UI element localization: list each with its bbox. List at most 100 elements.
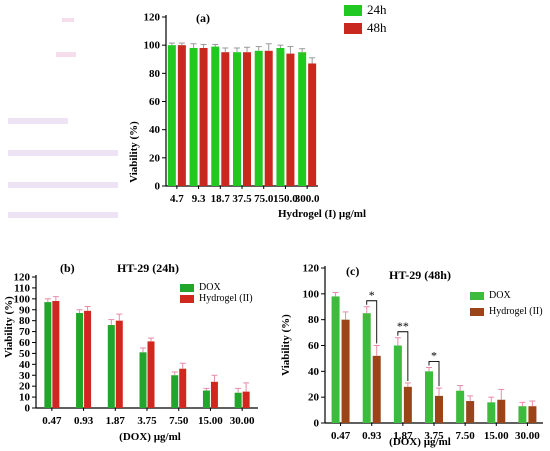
panel-b-y-tick-label: 120 [14, 272, 31, 284]
panel-c-y-tick-label: 40 [308, 366, 320, 378]
panel-c-bar-dox-2 [393, 345, 402, 423]
panel-b-bar-hydrogel-ii--3 [147, 341, 155, 408]
panel-b-bar-dox-5 [202, 390, 210, 408]
panel-c-legend-label: Hydrogel (II) [489, 306, 543, 317]
panel-a-x-tick-label: 300.0 [295, 193, 320, 205]
panel-b-x-tick-label: 30.00 [230, 415, 255, 427]
panel-b-bar-dox-4 [171, 375, 179, 408]
panel-c-legend-label: DOX [489, 290, 511, 301]
panel-c-bar-dox-0 [331, 296, 340, 423]
panel-b-chart: (b) HT-29 (24h) Viability (%) (DOX) µg/m… [3, 261, 258, 443]
panel-b-y-tick-label: 100 [14, 293, 31, 305]
panel-b-y-tick-label: 110 [14, 282, 30, 294]
panel-c-significance-mark: ** [397, 319, 409, 333]
panel-c-bar-dox-1 [362, 313, 371, 423]
panel-b-y-tick-label: 20 [19, 381, 31, 393]
panel-a-y-tick-label: 60 [149, 96, 161, 108]
panel-c-x-tick-label: 0.47 [331, 430, 351, 442]
panel-a-bar-24h-1 [189, 47, 198, 186]
panel-b-legend-swatch [180, 295, 194, 303]
panel-b-bar-hydrogel-ii--6 [242, 391, 250, 408]
panel-b-y-tick-label: 0 [25, 403, 31, 415]
panel-c-chart: (c) HT-29 (48h) Viability (%) (DOX) µg/m… [280, 263, 543, 448]
panel-b-legend-label: DOX [199, 282, 221, 293]
panel-c-y-tick-label: 80 [308, 314, 320, 326]
panel-a-y-tick-label: 100 [144, 40, 161, 52]
panel-a-bar-24h-4 [254, 50, 263, 186]
panel-b-x-axis-label: (DOX) µg/ml [119, 431, 181, 443]
panel-b-y-tick-label: 40 [19, 359, 31, 371]
panel-a-y-tick-label: 120 [144, 12, 161, 24]
panel-c-legend-swatch [470, 308, 484, 316]
panel-c-bar-hydrogel-ii--0 [341, 319, 350, 423]
panel-a-bar-48h-1 [199, 47, 208, 186]
panel-c-y-tick-label: 0 [314, 418, 320, 430]
panel-b-x-tick-label: 7.50 [169, 415, 189, 427]
panel-a-bar-24h-6 [298, 52, 307, 187]
panel-a-y-tick-label: 20 [149, 152, 161, 164]
panel-c-bar-hydrogel-ii--6 [528, 406, 537, 423]
panel-a-chart: (a) Viability (%) Hydrogel (I) µg/ml 0 20… [128, 2, 387, 220]
panel-b-x-tick-label: 3.75 [137, 415, 157, 427]
panel-c-x-tick-label: 1.87 [393, 430, 413, 442]
panel-c-y-axis-label: Viability (%) [280, 314, 292, 376]
panel-b-legend-label: Hydrogel (II) [199, 293, 253, 304]
panel-b-y-tick-label: 60 [19, 337, 31, 349]
panel-c-significance-mark: * [431, 348, 437, 362]
panel-a-x-axis-label: Hydrogel (I) µg/ml [278, 208, 366, 220]
panel-a-y-tick-label: 40 [149, 124, 161, 136]
panel-c-y-tick-label: 100 [303, 288, 320, 300]
panel-a-bar-24h-5 [276, 47, 285, 186]
panel-a-bar-48h-0 [177, 45, 186, 186]
panel-b-x-tick-label: 1.87 [106, 415, 126, 427]
panel-a-x-tick-label: 9.3 [192, 193, 206, 205]
panel-b-bar-hydrogel-ii--0 [52, 301, 60, 408]
panel-c-x-tick-label: 15.00 [484, 430, 509, 442]
panel-b-x-tick-label: 0.47 [42, 415, 62, 427]
panel-a-bar-48h-2 [221, 52, 230, 187]
panel-b-bar-dox-1 [76, 313, 84, 408]
background-artifacts [8, 18, 118, 218]
panel-a-x-tick-label: 75.0 [254, 193, 274, 205]
panel-b-bar-dox-3 [139, 352, 147, 408]
panel-b-bar-dox-6 [234, 392, 242, 408]
panel-b-y-tick-label: 80 [19, 315, 31, 327]
panel-c-x-tick-label: 3.75 [424, 430, 444, 442]
panel-b-y-tick-label: 90 [19, 304, 31, 316]
panel-c-bar-hydrogel-ii--1 [372, 355, 381, 423]
panel-b-y-tick-label: 70 [19, 326, 31, 338]
panel-c-label: (c) [346, 264, 359, 278]
panel-c-significance-bracket [366, 300, 378, 344]
panel-c-significance-bracket [428, 361, 440, 387]
panel-a-y-tick-label: 0 [155, 181, 161, 193]
panel-a-bar-48h-6 [308, 63, 317, 186]
panel-c-bar-hydrogel-ii--5 [497, 399, 506, 423]
panel-c-significance-mark: * [369, 288, 375, 302]
panel-c-legend-swatch [470, 292, 484, 300]
panel-b-x-tick-label: 0.93 [74, 415, 94, 427]
panel-a-x-tick-label: 18.7 [211, 193, 231, 205]
panel-a-legend-label: 24h [367, 2, 387, 17]
panel-c-x-axis-label: (DOX) µg/ml [389, 436, 451, 448]
panel-b-y-tick-label: 30 [19, 370, 31, 382]
panel-a-bar-48h-4 [264, 50, 273, 186]
panel-a-x-tick-label: 4.7 [170, 193, 184, 205]
panel-a-legend-swatch [344, 23, 362, 34]
panel-a-label: (a) [196, 11, 210, 25]
panel-c-x-tick-label: 0.93 [362, 430, 382, 442]
panel-a-legend-swatch [344, 5, 362, 16]
panel-a-bar-24h-0 [167, 45, 176, 186]
panel-c-bar-hydrogel-ii--2 [403, 386, 412, 423]
panel-a-y-tick-label: 80 [149, 68, 161, 80]
panel-c-bar-dox-4 [456, 390, 465, 423]
panel-b-bar-hydrogel-ii--5 [210, 381, 218, 408]
panel-b-x-tick-label: 15.00 [198, 415, 223, 427]
panel-c-bar-hydrogel-ii--3 [435, 395, 443, 423]
panel-c-bar-hydrogel-ii--4 [466, 401, 475, 423]
panel-a-bar-48h-3 [243, 52, 251, 187]
panel-c-significance-bracket [397, 331, 409, 381]
panel-a-legend-label: 48h [367, 20, 387, 35]
panel-b-bar-dox-2 [107, 325, 115, 408]
panel-b-legend-swatch [180, 284, 194, 292]
